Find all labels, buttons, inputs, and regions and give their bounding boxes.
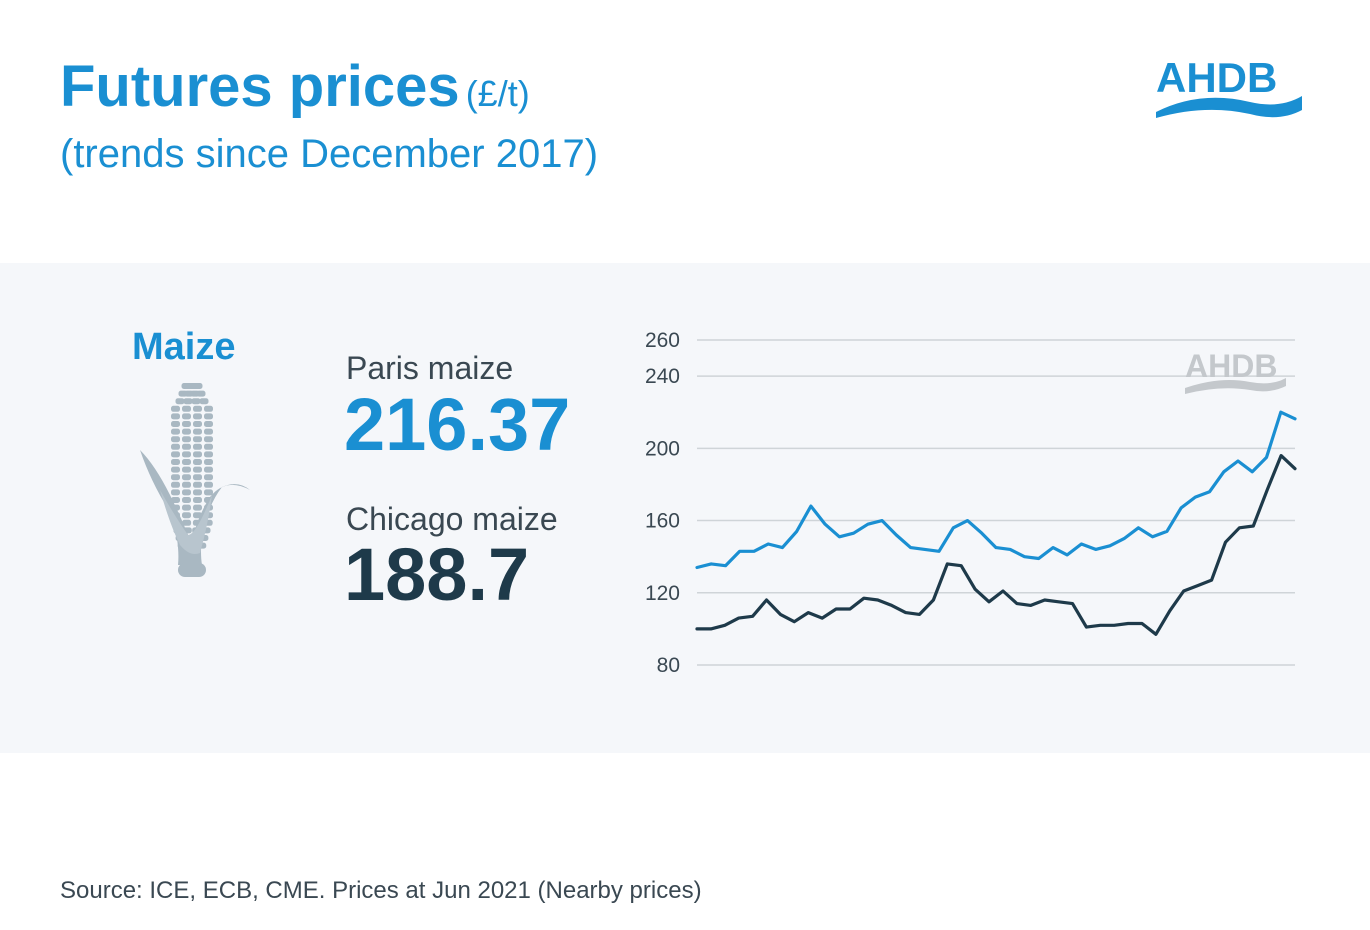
page-subtitle: (trends since December 2017)	[60, 132, 599, 176]
y-tick-label: 240	[645, 365, 680, 388]
commodity-title: Maize	[132, 326, 236, 368]
chicago-maize-value: 188.7	[344, 533, 530, 616]
title-text: Futures prices	[60, 54, 460, 119]
paris-maize-label: Paris maize	[346, 350, 514, 386]
y-tick-label: 200	[645, 437, 680, 460]
price-line-chart: 80 120 160 200 240 260 AHDB	[645, 329, 1297, 677]
watermark-wave-icon	[1185, 378, 1286, 394]
y-tick-label: 160	[645, 510, 680, 533]
series-line-paris-maize	[695, 410, 1297, 570]
y-tick-label: 80	[657, 654, 680, 677]
source-note: Source: ICE, ECB, CME. Prices at Jun 202…	[60, 877, 702, 904]
title-unit: (£/t)	[465, 73, 530, 114]
chart-watermark: AHDB	[1185, 348, 1286, 394]
corn-icon	[140, 383, 250, 577]
chicago-maize-label: Chicago maize	[346, 501, 558, 537]
logo-wave-icon	[1156, 96, 1302, 118]
y-tick-label: 260	[645, 329, 680, 352]
page-title: Futures prices (£/t)	[60, 58, 530, 116]
watermark-text: AHDB	[1185, 348, 1277, 384]
y-tick-label: 120	[645, 582, 680, 605]
chart-series	[695, 410, 1297, 636]
logo-text: AHDB	[1156, 54, 1277, 101]
ahdb-logo: AHDB	[1156, 54, 1302, 118]
chart-grid: 80 120 160 200 240 260	[645, 329, 1295, 677]
maize-panel	[0, 263, 1370, 753]
series-line-chicago-maize	[695, 454, 1297, 636]
paris-maize-value: 216.37	[344, 383, 571, 466]
